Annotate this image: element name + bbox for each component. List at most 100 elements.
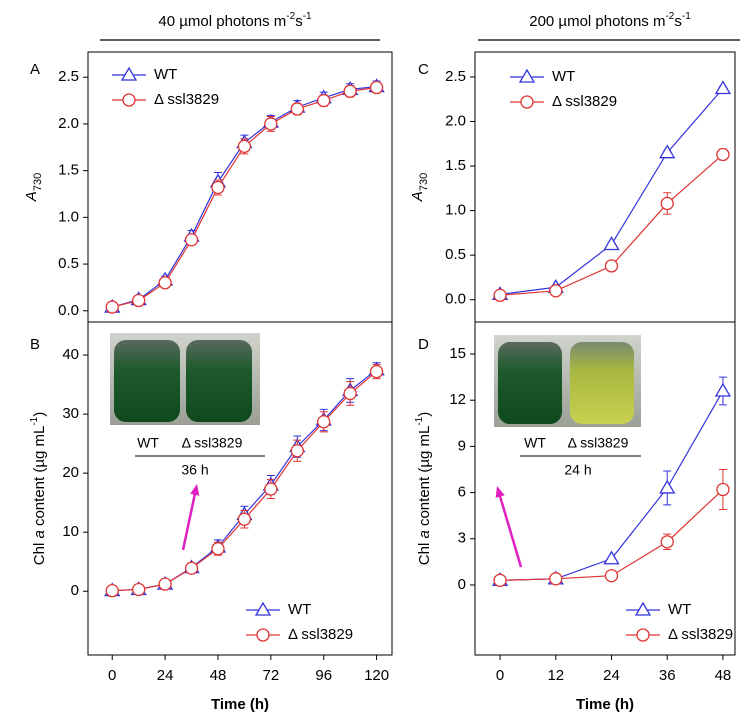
data-point — [493, 573, 507, 587]
legend-marker — [256, 628, 270, 642]
header-part: -2 — [286, 11, 295, 22]
data-point — [659, 479, 676, 494]
data-point — [603, 236, 620, 251]
y-axis-label: A730 — [409, 173, 430, 202]
legend-label: WT — [154, 66, 177, 83]
data-point — [184, 561, 199, 575]
data-point — [264, 482, 278, 496]
series-line — [500, 154, 724, 296]
legend-marker — [122, 93, 136, 107]
y-label-part: ) — [31, 412, 48, 417]
header-part: s — [674, 13, 682, 30]
inset-label: WT — [524, 435, 546, 451]
data-point — [659, 144, 676, 159]
y-axis-label: Chl a content (µg mL-1) — [414, 412, 433, 565]
arrow-head — [190, 484, 200, 496]
y-tick-label: 12 — [449, 391, 466, 408]
y-label-part: ) — [416, 412, 433, 417]
y-tick-label: 40 — [62, 346, 79, 363]
data-point — [158, 276, 172, 290]
data-point — [660, 196, 674, 211]
x-tick-label: 36 — [659, 667, 676, 684]
y-axis-label: Chl a content (µg mL-1) — [29, 412, 48, 565]
y-label-part: content (µg mL — [416, 426, 433, 531]
data-point — [105, 300, 119, 314]
panel-label: A — [30, 61, 40, 78]
x-tick-label: 120 — [364, 667, 389, 684]
y-tick-label: 1.0 — [58, 208, 79, 225]
data-point — [237, 139, 252, 154]
x-tick-label: 72 — [262, 667, 279, 684]
panel-label: B — [30, 336, 40, 353]
y-tick-label: 2.0 — [58, 115, 79, 132]
y-tick-label: 1.5 — [445, 157, 466, 174]
header-part: -1 — [682, 11, 691, 22]
plot-frame — [474, 321, 736, 656]
data-point — [604, 569, 619, 583]
y-label-part: 730 — [32, 173, 44, 191]
header-part: -1 — [303, 11, 312, 22]
legend-marker — [518, 68, 536, 83]
y-tick-label: 2.5 — [445, 68, 466, 85]
legend-label: Δ ssl3829 — [154, 91, 219, 108]
data-point — [716, 147, 730, 162]
y-tick-label: 2.5 — [58, 68, 79, 85]
y-label-part: content (µg mL — [31, 426, 48, 531]
plot-frame — [87, 321, 393, 656]
legend-label: Δ ssl3829 — [668, 626, 733, 643]
y-tick-label: 15 — [449, 345, 466, 362]
column-header: 40 µmol photons m-2s-1 — [158, 11, 312, 30]
x-axis-label: Time (h) — [211, 696, 269, 713]
legend-label: Δ ssl3829 — [288, 626, 353, 643]
inset-time: 36 h — [181, 462, 208, 478]
x-tick-label: 48 — [715, 667, 732, 684]
y-tick-label: 0 — [71, 582, 79, 599]
data-point — [493, 288, 507, 302]
y-tick-label: 6 — [458, 484, 466, 501]
data-point — [132, 582, 146, 597]
y-label-part: a — [31, 530, 48, 538]
y-tick-label: 9 — [458, 437, 466, 454]
y-label-part: -1 — [414, 416, 425, 425]
y-tick-label: 0.5 — [58, 255, 79, 272]
x-tick-label: 48 — [210, 667, 227, 684]
legend-marker — [254, 601, 272, 616]
data-point — [158, 577, 172, 591]
inset-label: Δ ssl3829 — [568, 435, 629, 451]
data-point — [369, 80, 384, 95]
panel-label: C — [418, 61, 429, 78]
y-tick-label: 0.0 — [445, 291, 466, 308]
y-tick-label: 20 — [62, 464, 79, 481]
legend-marker — [520, 95, 534, 109]
y-label-part: a — [416, 530, 433, 538]
data-point — [132, 293, 146, 308]
x-axis-label: Time (h) — [576, 696, 634, 713]
y-tick-label: 1.0 — [445, 202, 466, 219]
data-point — [211, 180, 225, 195]
inset-time: 24 h — [564, 462, 591, 478]
y-label-part: Chl — [31, 539, 48, 566]
inset-photo-b — [110, 333, 260, 425]
header-part: -2 — [665, 11, 674, 22]
series-line — [500, 489, 724, 581]
legend-marker — [634, 601, 652, 616]
inset-label: Δ ssl3829 — [182, 435, 243, 451]
arrow-shaft — [181, 491, 197, 551]
x-tick-label: 24 — [157, 667, 174, 684]
panel-label: D — [418, 336, 429, 353]
y-tick-label: 1.5 — [58, 162, 79, 179]
data-point — [105, 583, 119, 598]
y-axis-label: A730 — [23, 173, 44, 202]
data-point — [604, 259, 619, 273]
data-point — [603, 550, 620, 565]
header-part: s — [295, 13, 303, 30]
data-point — [714, 382, 732, 397]
y-tick-label: 0.5 — [445, 246, 466, 263]
header-part: 40 µmol photons m — [158, 13, 286, 30]
series-line — [112, 85, 377, 308]
data-point — [369, 364, 384, 379]
inset-label: WT — [137, 435, 159, 451]
data-point — [660, 535, 674, 549]
data-point — [716, 482, 730, 497]
arrow-shaft — [498, 493, 523, 568]
